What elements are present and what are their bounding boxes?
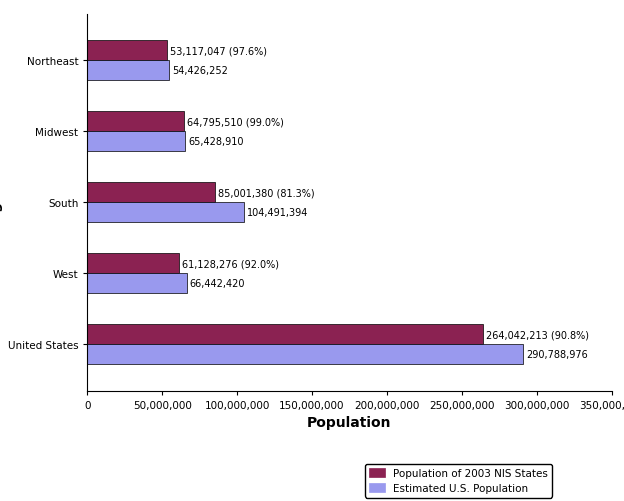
Text: 290,788,976: 290,788,976 (526, 350, 588, 360)
Text: 53,117,047 (97.6%): 53,117,047 (97.6%) (170, 46, 267, 56)
Bar (87, 345, 523, 365)
Legend: Population of 2003 NIS States, Estimated U.S. Population: Population of 2003 NIS States, Estimated… (365, 463, 552, 497)
Y-axis label: Region: Region (0, 176, 2, 230)
Text: 264,042,213 (90.8%): 264,042,213 (90.8%) (486, 330, 589, 340)
Text: 54,426,252: 54,426,252 (172, 66, 228, 76)
Bar (87, 61, 169, 81)
Bar (87, 325, 483, 345)
Text: 61,128,276 (92.0%): 61,128,276 (92.0%) (182, 259, 279, 269)
Bar (87, 112, 185, 132)
Bar (87, 41, 167, 61)
Text: 64,795,510 (99.0%): 64,795,510 (99.0%) (187, 117, 285, 127)
Text: 66,442,420: 66,442,420 (190, 279, 245, 289)
Text: 104,491,394: 104,491,394 (247, 208, 308, 218)
X-axis label: Population: Population (307, 415, 392, 429)
Bar (87, 183, 215, 203)
Bar (87, 274, 187, 294)
Bar (87, 203, 244, 223)
Text: 65,428,910: 65,428,910 (188, 137, 244, 147)
Bar (87, 132, 185, 152)
Bar (87, 254, 179, 274)
Text: 85,001,380 (81.3%): 85,001,380 (81.3%) (218, 188, 314, 198)
